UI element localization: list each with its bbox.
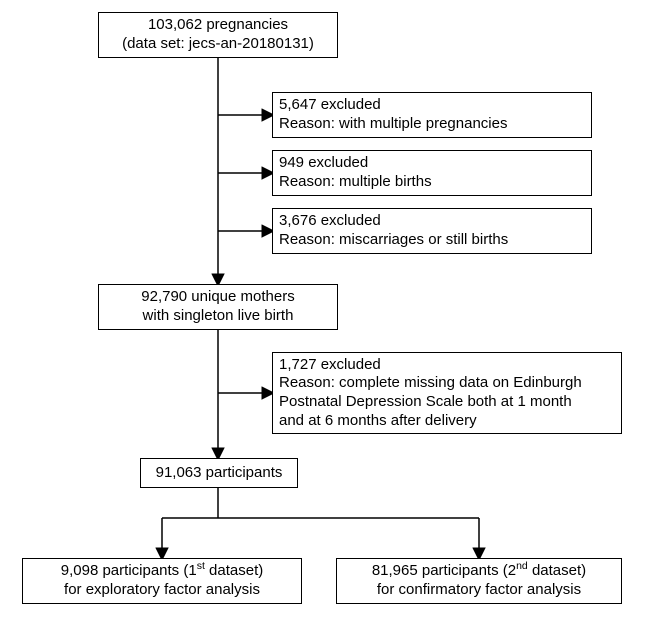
node-final2-line-1: for confirmatory factor analysis bbox=[377, 581, 581, 600]
node-excl2: 949 excludedReason: multiple births bbox=[272, 150, 592, 196]
node-excl3-line-1: Reason: miscarriages or still births bbox=[279, 231, 508, 250]
flowchart-canvas: 103,062 pregnancies(data set: jecs-an-20… bbox=[0, 0, 646, 635]
node-mid: 92,790 unique motherswith singleton live… bbox=[98, 284, 338, 330]
node-excl2-line-0: 949 excluded bbox=[279, 154, 368, 173]
node-excl1-line-0: 5,647 excluded bbox=[279, 96, 381, 115]
node-mid2: 91,063 participants bbox=[140, 458, 298, 488]
node-mid2-line-0: 91,063 participants bbox=[156, 464, 283, 483]
node-mid-line-0: 92,790 unique mothers bbox=[141, 288, 294, 307]
node-excl3: 3,676 excludedReason: miscarriages or st… bbox=[272, 208, 592, 254]
node-excl4-line-3: and at 6 months after delivery bbox=[279, 412, 477, 431]
node-mid-line-1: with singleton live birth bbox=[143, 307, 294, 326]
node-final1: 9,098 participants (1st dataset)for expl… bbox=[22, 558, 302, 604]
node-excl1-line-1: Reason: with multiple pregnancies bbox=[279, 115, 507, 134]
node-excl4-line-1: Reason: complete missing data on Edinbur… bbox=[279, 374, 582, 393]
node-excl4-line-0: 1,727 excluded bbox=[279, 356, 381, 375]
node-start-line-1: (data set: jecs-an-20180131) bbox=[122, 35, 314, 54]
node-excl3-line-0: 3,676 excluded bbox=[279, 212, 381, 231]
node-excl4: 1,727 excludedReason: complete missing d… bbox=[272, 352, 622, 434]
node-excl4-line-2: Postnatal Depression Scale both at 1 mon… bbox=[279, 393, 572, 412]
node-final1-line-0: 9,098 participants (1st dataset) bbox=[61, 562, 263, 581]
node-final1-line-1: for exploratory factor analysis bbox=[64, 581, 260, 600]
node-start: 103,062 pregnancies(data set: jecs-an-20… bbox=[98, 12, 338, 58]
node-start-line-0: 103,062 pregnancies bbox=[148, 16, 288, 35]
node-excl1: 5,647 excludedReason: with multiple preg… bbox=[272, 92, 592, 138]
node-excl2-line-1: Reason: multiple births bbox=[279, 173, 432, 192]
node-final2-line-0: 81,965 participants (2nd dataset) bbox=[372, 562, 586, 581]
node-final2: 81,965 participants (2nd dataset)for con… bbox=[336, 558, 622, 604]
